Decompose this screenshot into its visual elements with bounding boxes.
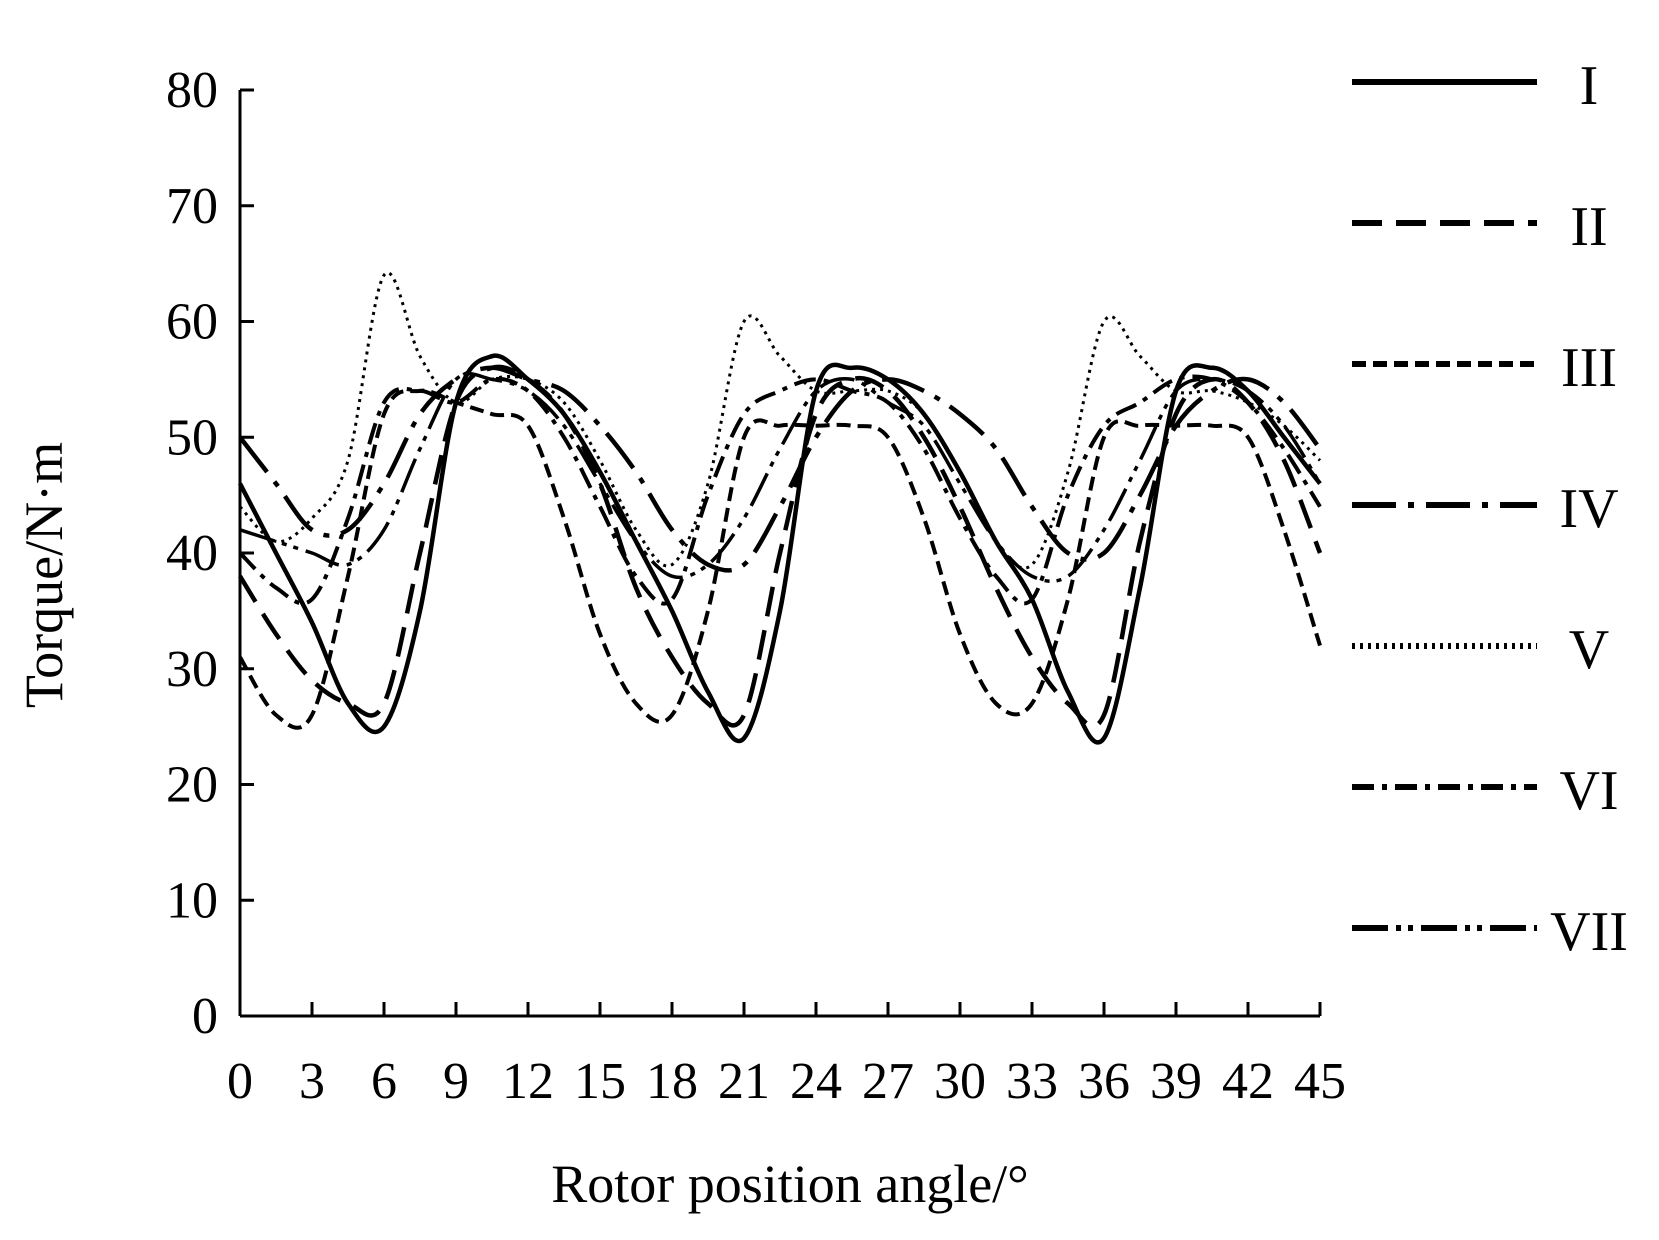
- series-vi-line: [238, 374, 1322, 606]
- y-tick-label: 80: [166, 62, 218, 119]
- x-tick-label: 21: [718, 1053, 770, 1110]
- x-tick-label: 6: [371, 1053, 397, 1110]
- legend-label-vii: VII: [1550, 901, 1628, 963]
- x-tick-label: 27: [862, 1053, 914, 1110]
- x-tick-label: 30: [934, 1053, 986, 1110]
- legend-label-iii: III: [1561, 337, 1617, 399]
- y-tick-label: 60: [166, 294, 218, 351]
- legend-label-iv: IV: [1559, 478, 1618, 540]
- y-tick-label: 70: [166, 178, 218, 235]
- series-iv-line: [238, 365, 1322, 573]
- y-tick-label: 40: [166, 525, 218, 582]
- legend-label-v: V: [1569, 619, 1609, 681]
- x-tick-label: 15: [574, 1053, 626, 1110]
- series-v-line: [238, 271, 1322, 570]
- legend-label-i: I: [1580, 55, 1599, 117]
- x-tick-label: 12: [502, 1053, 554, 1110]
- series-lines: [238, 271, 1323, 745]
- series-vii-line: [239, 372, 1322, 583]
- y-tick-label: 50: [166, 409, 218, 466]
- x-tick-label: 18: [646, 1053, 698, 1110]
- x-tick-label: 24: [790, 1053, 842, 1110]
- x-axis-label: Rotor position angle/°: [551, 1154, 1029, 1214]
- series-iii-line: [238, 388, 1322, 730]
- x-tick-label: 33: [1006, 1053, 1058, 1110]
- y-axis-label: Torque/N·m: [14, 442, 74, 708]
- legend-label-ii: II: [1570, 196, 1607, 258]
- series-ii-line: [238, 364, 1323, 729]
- x-tick-label: 42: [1222, 1053, 1274, 1110]
- y-tick-label: 20: [166, 757, 218, 814]
- x-tick-label: 3: [299, 1053, 325, 1110]
- y-tick-label: 10: [166, 872, 218, 929]
- y-tick-label: 30: [166, 641, 218, 698]
- series-i-line: [238, 353, 1322, 745]
- x-tick-label: 0: [227, 1053, 253, 1110]
- x-tick-label: 39: [1150, 1053, 1202, 1110]
- y-tick-label: 0: [192, 988, 218, 1045]
- x-tick-label: 45: [1294, 1053, 1346, 1110]
- legend-label-vi: VI: [1559, 760, 1618, 822]
- x-tick-label: 36: [1078, 1053, 1130, 1110]
- x-tick-label: 9: [443, 1053, 469, 1110]
